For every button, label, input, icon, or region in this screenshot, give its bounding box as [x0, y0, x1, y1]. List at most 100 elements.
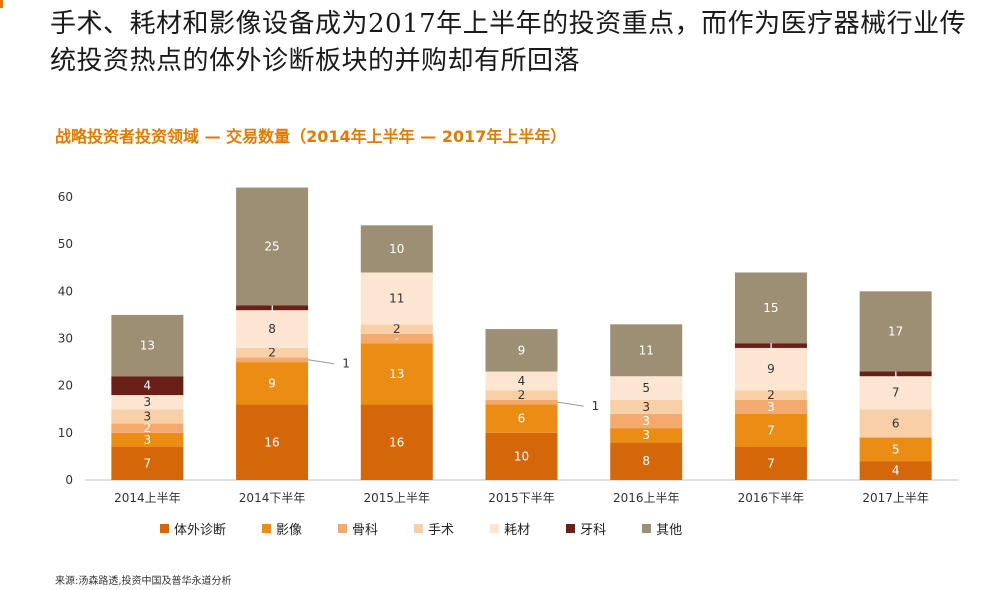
bar-segment	[610, 324, 683, 377]
legend-label: 体外诊断	[174, 523, 227, 538]
data-label: 13	[140, 339, 155, 353]
legend-swatch	[642, 524, 652, 533]
bar-segment	[734, 399, 807, 414]
data-label: 3	[767, 400, 775, 414]
bar-segment	[485, 399, 558, 405]
data-label: 8	[268, 322, 276, 336]
bar-segment	[111, 432, 184, 447]
legend-item: 骨科	[338, 519, 378, 538]
data-label: 3	[144, 433, 152, 447]
data-label: 1	[342, 357, 350, 371]
chart-subtitle: 战略投资者投资领域 — 交易数量（2014年上半年 — 2017年上半年）	[55, 127, 567, 146]
legend-label: 耗材	[504, 523, 531, 538]
accent-mark	[0, 0, 3, 8]
y-tick-label: 0	[65, 473, 73, 487]
data-label: 3	[144, 395, 152, 409]
data-label: 8	[642, 454, 650, 468]
legend-item: 影像	[262, 519, 302, 538]
bar-segment	[360, 324, 433, 334]
y-tick-label: 10	[58, 426, 73, 440]
data-label: 17	[888, 324, 903, 338]
data-label: 9	[767, 362, 775, 376]
bar-segment	[111, 446, 184, 480]
bar-segment	[734, 446, 807, 480]
bar-segment	[360, 333, 433, 344]
bar-segment	[610, 376, 683, 400]
legend-swatch	[160, 524, 169, 533]
bar-segment	[360, 272, 433, 325]
legend-label: 手术	[428, 523, 455, 538]
bar-segment	[236, 362, 309, 405]
legend-label: 其他	[656, 523, 683, 538]
bar-segment	[485, 432, 558, 480]
x-tick-label: 2014上半年	[114, 491, 181, 505]
bar-segment	[610, 428, 683, 443]
y-tick-label: 30	[58, 332, 73, 346]
source-note: 来源:汤森路透,投资中国及普华永道分析	[55, 576, 232, 587]
data-label: 15	[763, 301, 778, 315]
data-label: 4	[892, 464, 900, 478]
x-tick-label: 2017上半年	[862, 491, 929, 505]
callout-line	[307, 359, 335, 365]
bar-segment	[734, 413, 807, 447]
bar-segment	[734, 272, 807, 344]
data-label: 3	[642, 414, 650, 428]
data-label: 3	[144, 409, 152, 423]
data-label: 2	[518, 388, 526, 402]
callout-line	[557, 401, 584, 407]
data-label: 5	[642, 381, 650, 395]
data-label: 2	[767, 388, 775, 402]
bar-segment	[360, 225, 433, 273]
bar-segment	[360, 404, 433, 480]
legend-swatch	[566, 524, 576, 533]
data-label: 1	[592, 399, 600, 413]
legend-swatch	[338, 524, 348, 533]
bar-segment	[485, 371, 558, 391]
bar-segment	[236, 357, 309, 363]
y-tick-label: 60	[58, 190, 73, 204]
data-label: 9	[518, 343, 526, 357]
y-tick-label: 40	[58, 284, 73, 298]
bar-segment	[111, 376, 184, 396]
bar-segment	[859, 461, 932, 480]
data-label: 11	[389, 291, 404, 305]
data-label: 13	[389, 367, 404, 381]
legend-label: 骨科	[352, 523, 379, 538]
bar-segment	[859, 437, 932, 462]
legend-item: 手术	[414, 519, 454, 538]
headline: 手术、耗材和影像设备成为2017年上半年的投资重点，而作为医疗器械行业传统投资热…	[50, 9, 967, 76]
data-label: 16	[389, 435, 404, 449]
bar-segment	[485, 390, 558, 400]
bar-segment	[360, 343, 433, 405]
data-label: 9	[268, 376, 276, 390]
data-label: 2	[268, 346, 276, 360]
legend-item: 牙科	[566, 519, 606, 538]
bar-segment	[485, 329, 558, 372]
bar-segment	[236, 305, 309, 311]
legend-item: 体外诊断	[160, 519, 226, 538]
bar-segment	[859, 409, 932, 438]
data-label: 7	[892, 386, 900, 400]
bar-segment	[485, 404, 558, 433]
y-tick-label: 50	[58, 237, 73, 251]
data-label: 6	[518, 412, 526, 426]
data-label: 10	[514, 449, 529, 463]
legend-swatch	[262, 524, 272, 533]
legend-item: 耗材	[490, 519, 530, 538]
data-label: 2	[144, 421, 152, 435]
bar-segment	[236, 404, 309, 480]
bar-segment	[610, 413, 683, 429]
data-label: 16	[264, 435, 279, 449]
bar-segment	[111, 423, 184, 433]
data-label: 1	[268, 301, 276, 315]
legend-label: 牙科	[580, 523, 607, 538]
chart-legend: 体外诊断 影像 骨科 手术 耗材 牙科 其他	[160, 519, 718, 538]
stacked-bar-chart: 0102030405060732334132014上半年169128125201…	[58, 187, 958, 505]
data-label: 3	[642, 400, 650, 414]
bar-segment	[734, 343, 807, 348]
bar-segment	[111, 395, 184, 410]
bar-segment	[236, 187, 309, 306]
x-tick-label: 2015上半年	[364, 491, 431, 505]
data-label: 1	[892, 367, 900, 381]
data-label: 25	[264, 240, 279, 254]
